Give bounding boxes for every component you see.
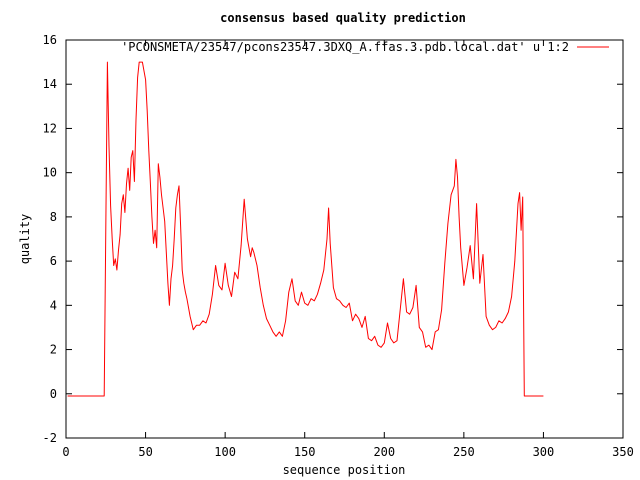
y-tick-label: 6: [50, 254, 57, 268]
series-layer: [67, 61, 544, 397]
legend: 'PCONSMETA/23547/pcons23547.3DXQ_A.ffas.…: [121, 40, 609, 54]
y-tick-label: 16: [43, 33, 57, 47]
x-tick-label: 250: [453, 445, 475, 459]
x-tick-label: 150: [294, 445, 316, 459]
y-tick-label: -2: [43, 431, 57, 445]
series-line: [67, 61, 544, 397]
y-tick-label: 10: [43, 166, 57, 180]
x-tick-label: 350: [612, 445, 634, 459]
x-tick-label: 200: [373, 445, 395, 459]
x-tick-label: 50: [138, 445, 152, 459]
chart-title: consensus based quality prediction: [220, 11, 466, 25]
tick-labels: 0 50 100 150 200 250 300 350 -2 0 2 4 6 8 10 12 14 16: [43, 33, 634, 459]
y-axis-label: quality: [18, 214, 32, 265]
y-tick-label: 8: [50, 210, 57, 224]
x-tick-label: 0: [62, 445, 69, 459]
x-tick-label: 300: [533, 445, 555, 459]
x-tick-label: 100: [214, 445, 236, 459]
y-tick-label: 14: [43, 77, 57, 91]
y-tick-label: 2: [50, 343, 57, 357]
y-tick-label: 12: [43, 121, 57, 135]
y-tick-label: 0: [50, 387, 57, 401]
axis-ticks: [65, 39, 624, 439]
y-tick-label: 4: [50, 298, 57, 312]
plot-frame: [65, 39, 624, 439]
legend-label: 'PCONSMETA/23547/pcons23547.3DXQ_A.ffas.…: [121, 40, 569, 54]
x-axis-label: sequence position: [283, 463, 406, 477]
